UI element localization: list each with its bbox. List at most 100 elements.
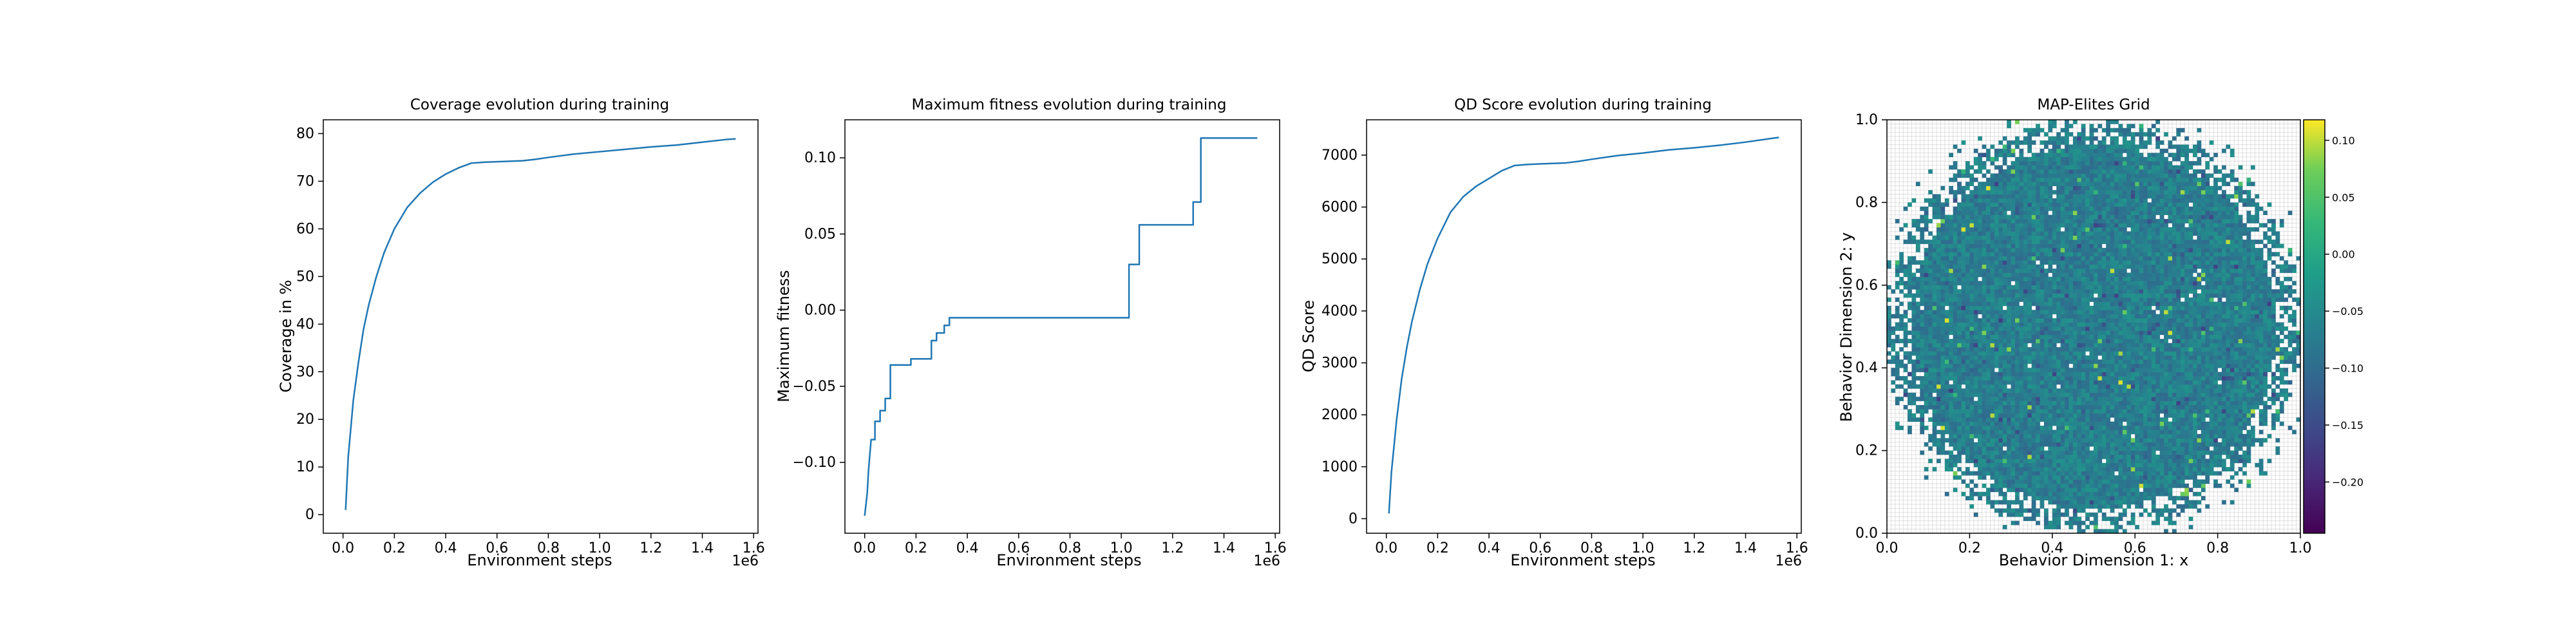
map-elites-cell bbox=[1965, 401, 1970, 406]
map-elites-cell bbox=[2205, 272, 2210, 278]
map-elites-cell bbox=[2267, 327, 2272, 331]
map-elites-cell bbox=[2031, 442, 2036, 447]
map-elites-cell bbox=[2023, 442, 2028, 447]
map-elites-cell bbox=[2122, 384, 2127, 389]
map-elites-cell bbox=[2094, 479, 2098, 484]
map-elites-cell bbox=[1965, 426, 1970, 430]
map-elites-cell bbox=[2213, 330, 2218, 336]
map-elites-cell bbox=[2271, 330, 2276, 336]
map-elites-cell bbox=[2255, 404, 2260, 410]
map-elites-cell bbox=[2205, 314, 2210, 319]
map-elites-cell bbox=[2040, 272, 2045, 278]
map-elites-cell bbox=[1903, 376, 1908, 381]
map-elites-cell bbox=[2098, 404, 2103, 410]
map-elites-cell bbox=[2072, 334, 2078, 339]
map-elites-cell bbox=[1990, 330, 1995, 336]
map-elites-cell bbox=[2255, 438, 2260, 443]
map-elites-cell bbox=[2094, 438, 2098, 443]
map-elites-cell bbox=[2048, 430, 2053, 435]
map-elites-cell bbox=[2089, 409, 2094, 414]
map-elites-cell bbox=[1928, 372, 1933, 377]
map-elites-cell bbox=[2098, 442, 2103, 447]
map-elites-cell bbox=[2007, 376, 2011, 381]
map-elites-cell bbox=[2159, 467, 2164, 471]
map-elites-cell bbox=[2052, 413, 2057, 418]
map-elites-cell bbox=[2151, 409, 2156, 414]
map-elites-cell bbox=[2201, 327, 2206, 331]
map-elites-cell bbox=[2151, 272, 2156, 278]
map-elites-cell bbox=[2287, 343, 2293, 348]
map-elites-cell bbox=[2279, 392, 2284, 397]
map-elites-cell bbox=[2019, 384, 2024, 389]
map-elites-cell bbox=[2193, 467, 2197, 471]
map-elites-cell bbox=[2230, 285, 2235, 290]
map-elites-cell bbox=[2126, 322, 2132, 327]
map-elites-cell bbox=[2056, 442, 2061, 447]
map-elites-cell bbox=[2164, 417, 2168, 422]
map-elites-cell bbox=[2230, 269, 2235, 273]
map-elites-cell bbox=[2209, 310, 2214, 315]
map-elites-cell bbox=[2271, 334, 2276, 339]
map-elites-cell bbox=[2101, 433, 2107, 439]
map-elites-cell bbox=[2230, 339, 2235, 343]
map-elites-cell bbox=[2031, 446, 2036, 451]
map-elites-cell bbox=[2007, 272, 2011, 278]
map-elites-cell bbox=[2259, 276, 2264, 281]
map-elites-cell bbox=[2048, 442, 2053, 447]
map-elites-cell bbox=[2184, 359, 2189, 365]
map-elites-cell bbox=[1994, 310, 1999, 315]
map-elites-cell bbox=[1895, 384, 1900, 389]
map-elites-cell bbox=[2040, 430, 2045, 435]
map-elites-cell bbox=[1982, 269, 1987, 273]
map-elites-cell bbox=[2072, 305, 2078, 310]
map-elites-cell bbox=[2036, 305, 2040, 310]
map-elites-cell bbox=[2060, 276, 2065, 281]
coverage-chart-xtick-label: 1.6 bbox=[743, 540, 765, 556]
map-elites-cell bbox=[1920, 318, 1925, 323]
map-elites-cell bbox=[2259, 368, 2264, 372]
map-elites-cell bbox=[2238, 479, 2243, 484]
map-elites-cell bbox=[2168, 442, 2173, 447]
map-elites-cell bbox=[2143, 450, 2148, 455]
map-elites-cell bbox=[2130, 334, 2136, 339]
map-elites-cell bbox=[2180, 471, 2185, 476]
map-elites-cell bbox=[2052, 483, 2057, 488]
map-elites-cell bbox=[1924, 276, 1929, 281]
map-elites-cell bbox=[2002, 496, 2007, 500]
map-elites-cell bbox=[2081, 368, 2086, 372]
map-elites-cell bbox=[2048, 462, 2053, 468]
map-elites-cell bbox=[2114, 467, 2119, 471]
map-elites-cell bbox=[2275, 368, 2280, 372]
map-elites-cell bbox=[2255, 380, 2260, 385]
map-elites-cell bbox=[1895, 285, 1900, 290]
map-elites-cell bbox=[2287, 289, 2293, 294]
map-elites-cell bbox=[2255, 318, 2260, 323]
map-elites-cell bbox=[2011, 438, 2016, 443]
map-elites-cell bbox=[2184, 363, 2189, 368]
map-elites-cell bbox=[1924, 388, 1929, 393]
map-elites-cell bbox=[2060, 355, 2065, 360]
coverage-chart: Coverage evolution during training Envir… bbox=[277, 97, 765, 569]
map-elites-cell bbox=[2292, 359, 2297, 365]
map-elites-cell bbox=[1973, 433, 1978, 439]
map-elites-cell bbox=[1940, 355, 1946, 360]
map-elites-cell bbox=[1969, 380, 1975, 385]
map-elites-cell bbox=[2139, 421, 2144, 426]
map-elites-cell bbox=[2043, 318, 2049, 323]
map-elites-cell bbox=[2230, 330, 2235, 336]
map-elites-cell bbox=[2246, 272, 2251, 278]
map-elites-cell bbox=[1940, 298, 1946, 302]
map-elites-cell bbox=[2139, 310, 2144, 315]
map-elites-cell bbox=[2126, 520, 2132, 526]
map-elites-cell bbox=[1994, 442, 1999, 447]
map-elites-cell bbox=[2085, 525, 2090, 529]
map-elites-cell bbox=[2143, 368, 2148, 372]
map-elites-cell bbox=[2043, 459, 2049, 464]
map-elites-cell bbox=[1961, 339, 1966, 343]
map-elites-cell bbox=[2023, 496, 2028, 500]
map-elites-cell bbox=[2172, 355, 2177, 360]
map-elites-cell bbox=[2238, 359, 2243, 365]
map-elites-cell bbox=[2060, 442, 2065, 447]
map-elites-cell bbox=[2069, 504, 2074, 509]
map-elites-cell bbox=[2155, 471, 2161, 476]
